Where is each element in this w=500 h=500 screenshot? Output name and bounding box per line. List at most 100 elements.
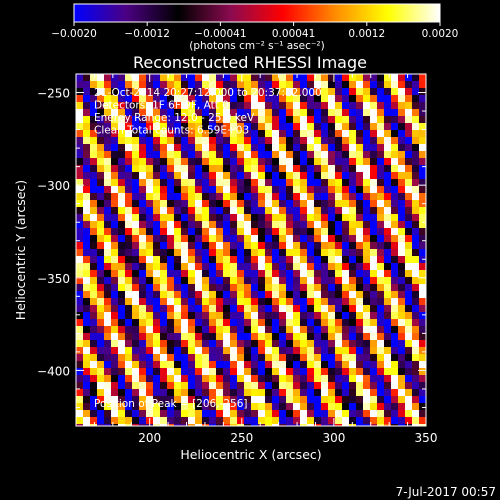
heatmap-cell: [377, 186, 384, 193]
heatmap-cell: [258, 193, 265, 200]
heatmap-cell: [111, 207, 118, 214]
heatmap-cell: [195, 102, 202, 109]
heatmap-cell: [202, 284, 209, 291]
heatmap-cell: [405, 424, 412, 426]
heatmap-cell: [377, 354, 384, 361]
heatmap-cell: [132, 389, 139, 396]
heatmap-cell: [391, 389, 398, 396]
heatmap-cell: [272, 95, 279, 102]
heatmap-cell: [223, 235, 230, 242]
heatmap-cell: [377, 368, 384, 375]
heatmap-cell: [384, 88, 391, 95]
heatmap-cell: [370, 263, 377, 270]
heatmap-cell: [349, 417, 356, 424]
heatmap-cell: [125, 396, 132, 403]
heatmap-cell: [377, 417, 384, 424]
heatmap-cell: [139, 165, 146, 172]
heatmap-cell: [307, 130, 314, 137]
heatmap-cell: [90, 200, 97, 207]
heatmap-cell: [272, 340, 279, 347]
heatmap-cell: [300, 375, 307, 382]
heatmap-cell: [419, 109, 426, 116]
heatmap-cell: [265, 417, 272, 424]
heatmap-cell: [293, 116, 300, 123]
heatmap-cell: [202, 389, 209, 396]
heatmap-cell: [412, 361, 419, 368]
heatmap-cell: [349, 221, 356, 228]
heatmap-cell: [391, 123, 398, 130]
heatmap-cell: [167, 151, 174, 158]
heatmap-cell: [90, 242, 97, 249]
heatmap-cell: [391, 74, 398, 81]
heatmap-cell: [132, 417, 139, 424]
heatmap-cell: [384, 312, 391, 319]
heatmap-cell: [174, 137, 181, 144]
heatmap-cell: [265, 242, 272, 249]
heatmap-cell: [272, 214, 279, 221]
heatmap-cell: [153, 123, 160, 130]
heatmap-cell: [132, 81, 139, 88]
heatmap-cell: [195, 249, 202, 256]
heatmap-cell: [132, 347, 139, 354]
heatmap-cell: [237, 151, 244, 158]
heatmap-cell: [153, 116, 160, 123]
heatmap-cell: [321, 228, 328, 235]
heatmap-cell: [286, 312, 293, 319]
heatmap-cell: [216, 172, 223, 179]
heatmap-cell: [125, 368, 132, 375]
heatmap-cell: [237, 158, 244, 165]
heatmap-cell: [160, 396, 167, 403]
heatmap-cell: [237, 242, 244, 249]
heatmap-cell: [237, 417, 244, 424]
heatmap-cell: [412, 81, 419, 88]
heatmap-cell: [412, 270, 419, 277]
heatmap-cell: [132, 123, 139, 130]
heatmap-cell: [188, 81, 195, 88]
heatmap-cell: [223, 340, 230, 347]
heatmap-cell: [209, 88, 216, 95]
heatmap-cell: [237, 88, 244, 95]
heatmap-cell: [349, 403, 356, 410]
heatmap-cell: [405, 151, 412, 158]
heatmap-cell: [118, 102, 125, 109]
heatmap-cell: [349, 109, 356, 116]
heatmap-cell: [398, 389, 405, 396]
heatmap-cell: [244, 368, 251, 375]
heatmap-cell: [216, 361, 223, 368]
heatmap-cell: [181, 130, 188, 137]
heatmap-cell: [244, 193, 251, 200]
heatmap-cell: [342, 424, 349, 426]
heatmap-cell: [321, 333, 328, 340]
heatmap-cell: [363, 375, 370, 382]
heatmap-cell: [188, 151, 195, 158]
heatmap-cell: [167, 298, 174, 305]
heatmap-cell: [132, 277, 139, 284]
heatmap-cell: [188, 116, 195, 123]
heatmap-cell: [356, 137, 363, 144]
heatmap-cell: [300, 179, 307, 186]
heatmap-cell: [321, 193, 328, 200]
heatmap-cell: [363, 193, 370, 200]
heatmap-cell: [419, 326, 426, 333]
heatmap-cell: [104, 312, 111, 319]
heatmap-cell: [83, 214, 90, 221]
heatmap-cell: [209, 193, 216, 200]
heatmap-cell: [384, 375, 391, 382]
heatmap-cell: [279, 277, 286, 284]
heatmap-cell: [111, 389, 118, 396]
heatmap-cell: [223, 228, 230, 235]
heatmap-cell: [188, 102, 195, 109]
heatmap-cell: [251, 354, 258, 361]
heatmap-cell: [272, 270, 279, 277]
heatmap-cell: [153, 277, 160, 284]
heatmap-cell: [118, 172, 125, 179]
heatmap-cell: [363, 263, 370, 270]
heatmap-cell: [90, 207, 97, 214]
heatmap-cell: [384, 242, 391, 249]
heatmap-cell: [356, 165, 363, 172]
heatmap-cell: [83, 319, 90, 326]
heatmap-cell: [153, 361, 160, 368]
heatmap-cell: [202, 88, 209, 95]
heatmap-cell: [209, 256, 216, 263]
heatmap-cell: [188, 228, 195, 235]
